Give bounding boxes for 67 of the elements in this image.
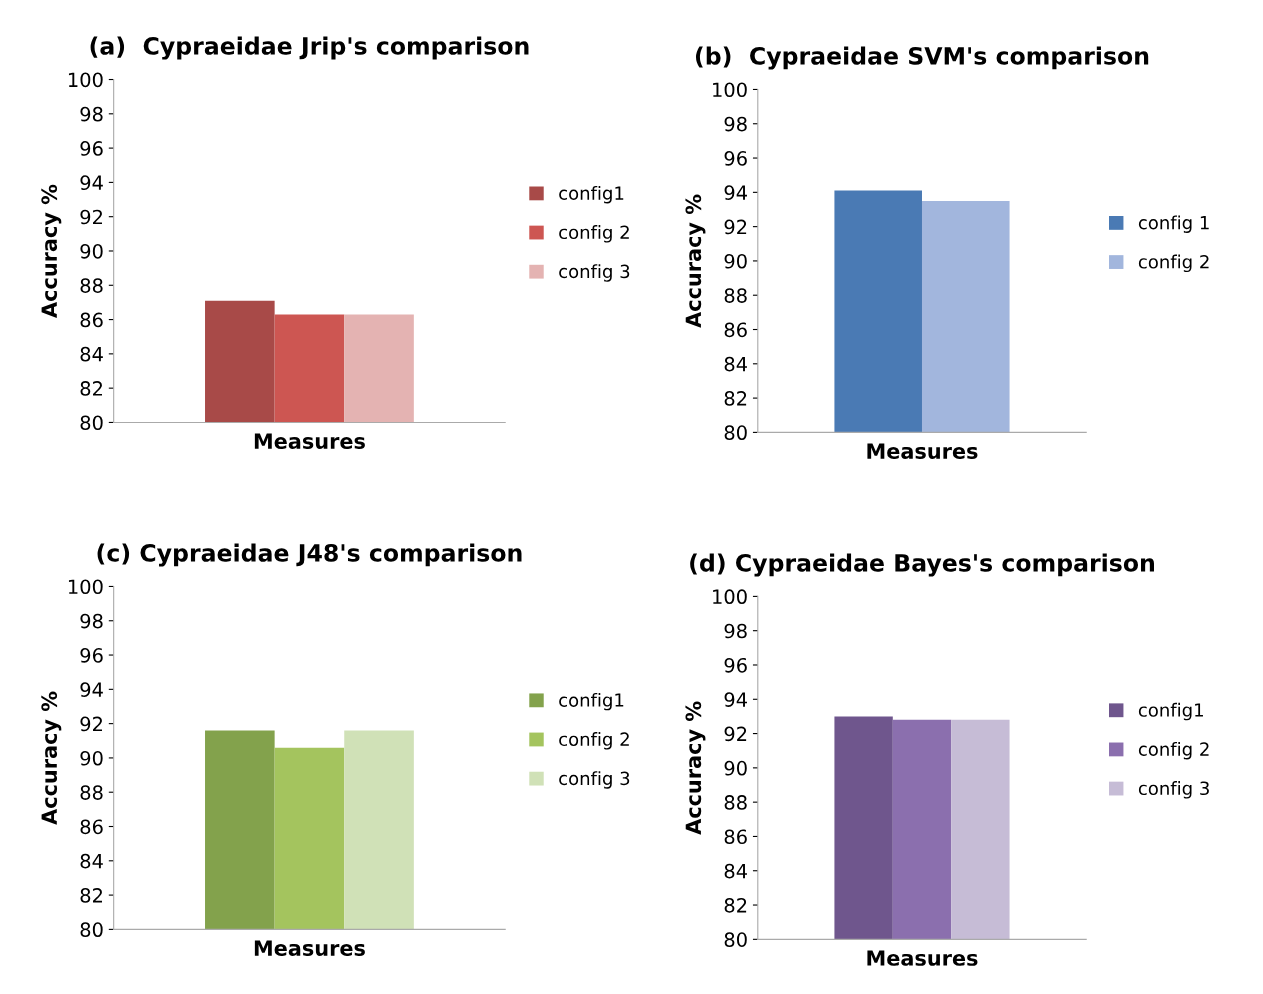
y-tick-label: 90 bbox=[80, 243, 103, 259]
chart-title: (b) Cypraeidae SVM's comparison bbox=[696, 46, 1149, 70]
y-tick-label: 98 bbox=[80, 106, 103, 122]
y-tick-label: 100 bbox=[713, 82, 747, 98]
y-tick-label: 90 bbox=[724, 253, 747, 269]
y-tick-label: 100 bbox=[68, 579, 103, 595]
y-tick-label: 96 bbox=[80, 648, 103, 663]
y-tick-label: 80 bbox=[724, 932, 747, 947]
y-tick-label: 92 bbox=[724, 726, 747, 742]
y-tick-label: 98 bbox=[724, 623, 747, 639]
legend-label: config1 bbox=[559, 692, 624, 711]
y-tick-label: 88 bbox=[724, 288, 747, 303]
y-tick-label: 94 bbox=[80, 682, 103, 697]
y-tick-label: 90 bbox=[724, 760, 747, 776]
legend-label: config1 bbox=[559, 185, 624, 204]
legend-label: config 3 bbox=[1138, 781, 1209, 799]
y-axis-title: Accuracy % bbox=[685, 194, 706, 328]
y-tick-label: 82 bbox=[724, 897, 747, 913]
y-tick-label: 92 bbox=[80, 209, 102, 225]
y-tick-label: 96 bbox=[724, 151, 747, 166]
x-axis-title: Measures bbox=[254, 433, 365, 449]
y-tick-label: 98 bbox=[724, 116, 747, 132]
y-tick-label: 86 bbox=[80, 819, 103, 835]
y-tick-label: 84 bbox=[80, 853, 103, 869]
y-tick-label: 100 bbox=[713, 589, 747, 605]
y-tick-label: 80 bbox=[80, 922, 103, 938]
y-tick-label: 94 bbox=[724, 185, 747, 200]
y-tick-label: 88 bbox=[724, 795, 747, 810]
y-tick-label: 84 bbox=[724, 863, 747, 879]
y-tick-label: 100 bbox=[68, 72, 103, 88]
chart-title: (a) Cypraeidae Jrip's comparison bbox=[90, 36, 529, 60]
x-axis-title: Measures bbox=[867, 443, 978, 459]
x-axis-title: Measures bbox=[254, 940, 365, 956]
y-tick-label: 94 bbox=[80, 175, 103, 191]
legend-label: config 1 bbox=[1138, 215, 1209, 233]
y-tick-label: 84 bbox=[80, 346, 103, 362]
y-axis-title: Accuracy % bbox=[685, 701, 706, 835]
y-tick-label: 88 bbox=[80, 785, 103, 800]
y-tick-label: 90 bbox=[80, 750, 103, 766]
y-tick-label: 82 bbox=[724, 391, 747, 406]
y-tick-label: 86 bbox=[724, 829, 747, 845]
y-tick-label: 92 bbox=[80, 716, 102, 732]
y-tick-label: 96 bbox=[80, 141, 103, 156]
y-tick-label: 80 bbox=[724, 425, 747, 441]
y-tick-label: 92 bbox=[724, 219, 747, 235]
y-tick-label: 96 bbox=[724, 657, 747, 673]
legend-label: config 2 bbox=[559, 225, 629, 243]
legend-label: config 2 bbox=[1138, 741, 1209, 760]
legend-label: config 3 bbox=[559, 771, 630, 789]
y-tick-label: 84 bbox=[724, 356, 747, 372]
chart-title: (c) Cypraeidae J48's comparison bbox=[97, 543, 522, 567]
chart-title: (d) Cypraeidae Bayes's comparison bbox=[690, 553, 1154, 577]
y-axis-title: Accuracy % bbox=[41, 184, 62, 318]
y-tick-label: 86 bbox=[724, 322, 747, 338]
legend-label: config1 bbox=[1138, 702, 1203, 721]
y-tick-label: 82 bbox=[80, 888, 102, 903]
legend-label: config 3 bbox=[559, 264, 630, 282]
y-tick-label: 88 bbox=[80, 278, 103, 293]
y-tick-label: 82 bbox=[80, 381, 102, 396]
y-tick-label: 86 bbox=[80, 312, 103, 328]
x-axis-title: Measures bbox=[867, 950, 978, 966]
y-tick-label: 80 bbox=[80, 415, 103, 431]
legend-label: config 2 bbox=[1138, 254, 1209, 273]
legend-label: config 2 bbox=[559, 732, 629, 750]
y-tick-label: 98 bbox=[80, 613, 103, 629]
y-tick-label: 94 bbox=[724, 692, 747, 707]
y-axis-title: Accuracy % bbox=[41, 691, 62, 825]
